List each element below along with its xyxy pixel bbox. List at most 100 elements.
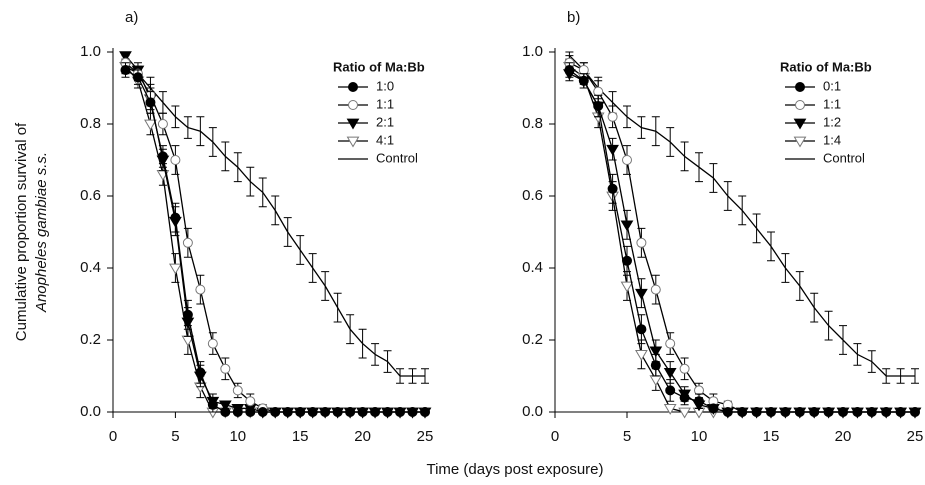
y-axis-label: Cumulative proportion survival of: [13, 122, 30, 341]
marker: [866, 407, 877, 417]
y-tick-label: 0.2: [522, 331, 543, 348]
marker: [694, 396, 704, 407]
legend-title: Ratio of Ma:Bb: [333, 59, 425, 74]
error-bar: [233, 152, 242, 183]
marker: [708, 403, 719, 414]
marker: [245, 396, 256, 407]
marker: [407, 407, 418, 417]
error-bar: [246, 166, 255, 197]
marker: [823, 407, 834, 417]
legend-label: 1:1: [823, 96, 841, 111]
marker: [606, 144, 619, 156]
legend-marker: [346, 118, 360, 130]
error-bar: [651, 116, 660, 147]
marker: [679, 363, 690, 374]
x-tick-label: 15: [763, 428, 780, 445]
error-bar: [271, 195, 280, 226]
legend-label: 2:1: [376, 114, 394, 129]
marker: [622, 155, 632, 165]
x-tick-label: 5: [171, 428, 179, 445]
marker: [420, 407, 430, 417]
legend-label: Control: [823, 150, 865, 165]
legend-label: 0:1: [823, 78, 841, 93]
error-bar: [158, 91, 167, 114]
error-bar: [911, 368, 919, 384]
legend-marker: [346, 136, 360, 148]
x-tick-label: 10: [229, 428, 246, 445]
marker: [636, 324, 647, 335]
y-tick-label: 0.8: [80, 115, 101, 132]
error-bar: [680, 141, 689, 172]
legend-label: Control: [376, 150, 418, 165]
marker: [395, 407, 406, 417]
series-line: [569, 62, 915, 413]
error-bar: [371, 343, 380, 366]
legend-label: 1:1: [376, 96, 394, 111]
error-bar: [767, 231, 775, 262]
marker: [270, 407, 281, 417]
marker: [370, 407, 381, 417]
marker: [332, 407, 343, 417]
error-bar: [666, 127, 675, 157]
legend-label: 4:1: [376, 132, 394, 147]
error-bar: [709, 163, 718, 193]
error-bar: [308, 253, 317, 283]
marker: [207, 338, 218, 349]
marker: [649, 375, 663, 387]
marker: [665, 385, 676, 396]
legend-label: 1:4: [823, 132, 841, 147]
error-bar: [623, 105, 631, 129]
marker: [170, 155, 181, 165]
error-bar: [183, 116, 192, 139]
marker: [120, 65, 131, 75]
error-bar: [839, 325, 847, 355]
marker: [751, 407, 762, 417]
error-bar: [258, 177, 267, 208]
error-bar: [867, 350, 876, 373]
marker: [207, 399, 218, 410]
error-bar: [383, 350, 392, 373]
marker: [220, 363, 231, 374]
marker: [145, 97, 156, 108]
marker: [218, 400, 232, 412]
error-bar: [346, 314, 355, 345]
error-bar: [171, 105, 180, 129]
marker: [578, 75, 589, 86]
x-tick-label: 20: [835, 428, 852, 445]
marker: [622, 255, 632, 266]
legend-marker: [348, 82, 358, 92]
marker: [245, 407, 256, 417]
x-tick-label: 25: [907, 428, 924, 445]
marker: [895, 407, 906, 417]
x-tick-label: 0: [551, 428, 559, 445]
error-bar: [637, 116, 646, 139]
marker: [650, 284, 661, 295]
error-bar: [824, 310, 833, 341]
marker: [766, 407, 776, 417]
marker: [881, 407, 892, 417]
marker: [157, 151, 168, 162]
y-tick-label: 0.2: [80, 331, 101, 348]
marker: [220, 407, 231, 417]
marker: [635, 288, 648, 300]
marker: [852, 407, 863, 417]
y-tick-label: 1.0: [80, 43, 101, 60]
error-bar: [358, 328, 367, 359]
error-bar: [882, 368, 891, 384]
y-tick-label: 0.4: [522, 259, 543, 276]
marker: [144, 119, 157, 131]
marker: [169, 263, 182, 275]
marker: [320, 407, 331, 417]
error-bar: [196, 116, 205, 147]
marker: [232, 407, 243, 417]
marker: [650, 360, 661, 371]
marker: [257, 407, 268, 417]
error-bar: [408, 368, 417, 384]
panel-label: a): [125, 9, 138, 26]
marker: [910, 407, 920, 417]
marker: [635, 350, 648, 361]
x-tick-label: 10: [691, 428, 708, 445]
series-line: [569, 69, 915, 413]
marker: [282, 407, 293, 417]
marker: [620, 281, 634, 293]
